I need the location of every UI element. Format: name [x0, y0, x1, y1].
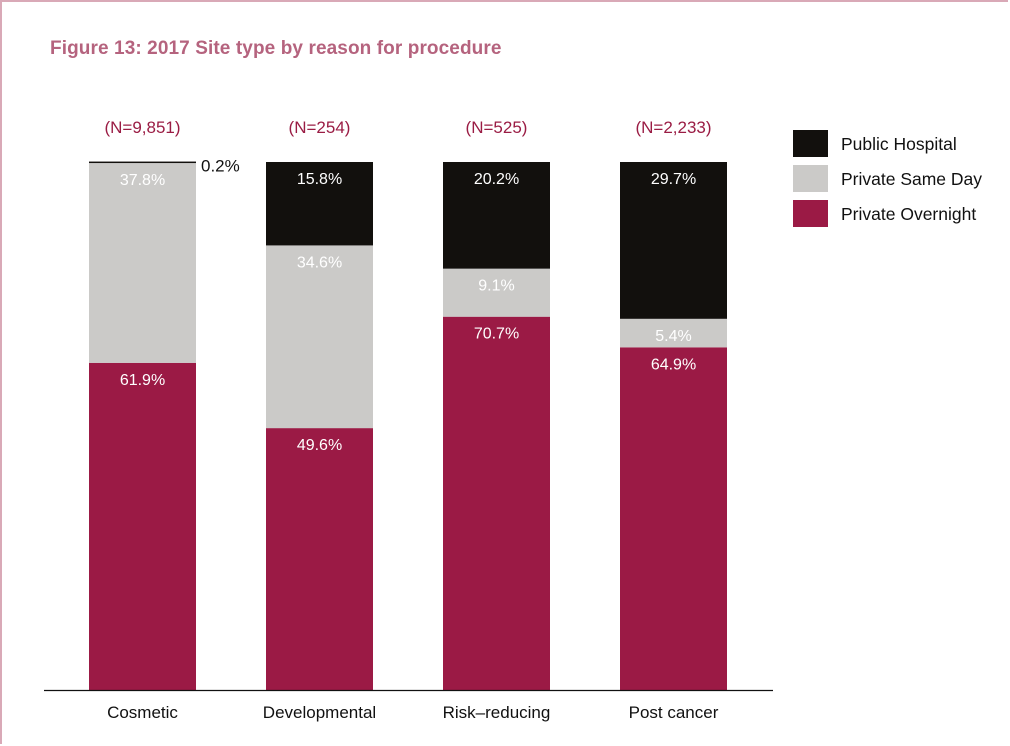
n-label-3: (N=2,233) — [635, 118, 711, 137]
bar-segment-private-overnight-3 — [620, 347, 727, 690]
bar-segment-public-hospital-1 — [266, 162, 373, 246]
bar-segment-private-overnight-2 — [443, 316, 550, 690]
bar-segment-private-overnight-1 — [266, 428, 373, 690]
data-label-public-hospital-1: 15.8% — [297, 171, 342, 188]
data-label-private-overnight-3: 64.9% — [651, 356, 696, 373]
data-label-private-overnight-1: 49.6% — [297, 437, 342, 454]
data-label-private-overnight-0: 61.9% — [120, 372, 165, 389]
bar-segment-private-same-day-0 — [89, 163, 196, 363]
bar-segment-public-hospital-3 — [620, 162, 727, 319]
data-label-private-overnight-2: 70.7% — [474, 326, 519, 343]
x-tick-label-3: Post cancer — [629, 703, 719, 722]
legend-label-2: Private Overnight — [841, 204, 976, 224]
bar-segment-private-same-day-3 — [620, 318, 727, 348]
bar-segment-public-hospital-0 — [89, 161, 196, 164]
n-label-2: (N=525) — [466, 118, 528, 137]
legend-swatch-2 — [793, 200, 828, 227]
data-label-private-same-day-1: 34.6% — [297, 254, 342, 271]
data-label-public-hospital-3: 29.7% — [651, 171, 696, 188]
x-tick-label-2: Risk–reducing — [443, 703, 551, 722]
legend-swatch-0 — [793, 130, 828, 157]
bar-segment-private-same-day-1 — [266, 245, 373, 429]
data-label-public-hospital-0: 0.2% — [201, 157, 240, 176]
bar-segment-private-overnight-0 — [89, 362, 196, 690]
data-label-private-same-day-0: 37.8% — [120, 172, 165, 189]
chart-title: Figure 13: 2017 Site type by reason for … — [50, 38, 502, 59]
x-tick-label-1: Developmental — [263, 703, 376, 722]
bar-segment-public-hospital-2 — [443, 162, 550, 269]
bar-segment-private-same-day-2 — [443, 268, 550, 317]
legend-label-1: Private Same Day — [841, 169, 982, 189]
n-label-1: (N=254) — [289, 118, 351, 137]
legend: Public Hospital Private Same Day Private O… — [793, 130, 982, 227]
legend-label-0: Public Hospital — [841, 134, 957, 154]
data-label-private-same-day-3: 5.4% — [655, 328, 691, 345]
data-label-public-hospital-2: 20.2% — [474, 171, 519, 188]
n-label-0: (N=9,851) — [104, 118, 180, 137]
x-tick-label-0: Cosmetic — [107, 703, 178, 722]
data-label-private-same-day-2: 9.1% — [478, 278, 514, 295]
legend-swatch-1 — [793, 165, 828, 192]
